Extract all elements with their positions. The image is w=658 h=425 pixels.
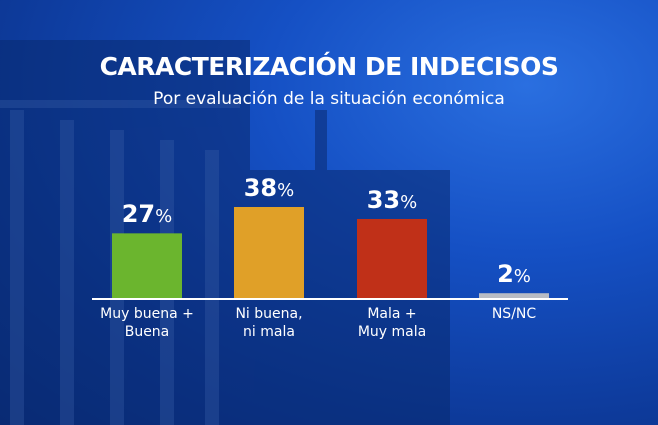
value-number: 27	[121, 200, 156, 229]
value-label: 33%	[337, 186, 447, 214]
percent-sign: %	[513, 266, 531, 288]
category-label: Mala + Muy mala	[357, 306, 427, 340]
value-label: 27%	[92, 200, 202, 228]
chart-title: CARACTERIZACIÓN DE INDECISOS	[99, 52, 559, 81]
bar-1	[234, 207, 304, 298]
category-label: Ni buena, ni mala	[235, 306, 303, 340]
value-label: 38%	[214, 174, 324, 202]
category-label: NS/NC	[491, 306, 537, 322]
percent-sign: %	[155, 206, 173, 228]
chart-subtitle: Por evaluación de la situación económica	[153, 89, 505, 109]
percent-sign: %	[277, 180, 295, 201]
value-number: 33	[366, 185, 401, 214]
bar-0	[112, 233, 182, 298]
bar-2	[357, 218, 427, 298]
value-number: 2	[497, 260, 514, 289]
percent-sign: %	[400, 191, 418, 213]
category-label: Muy buena + Buena	[100, 306, 194, 340]
value-number: 38	[243, 174, 278, 202]
value-label: 2%	[459, 260, 569, 288]
bar-3	[479, 293, 549, 298]
